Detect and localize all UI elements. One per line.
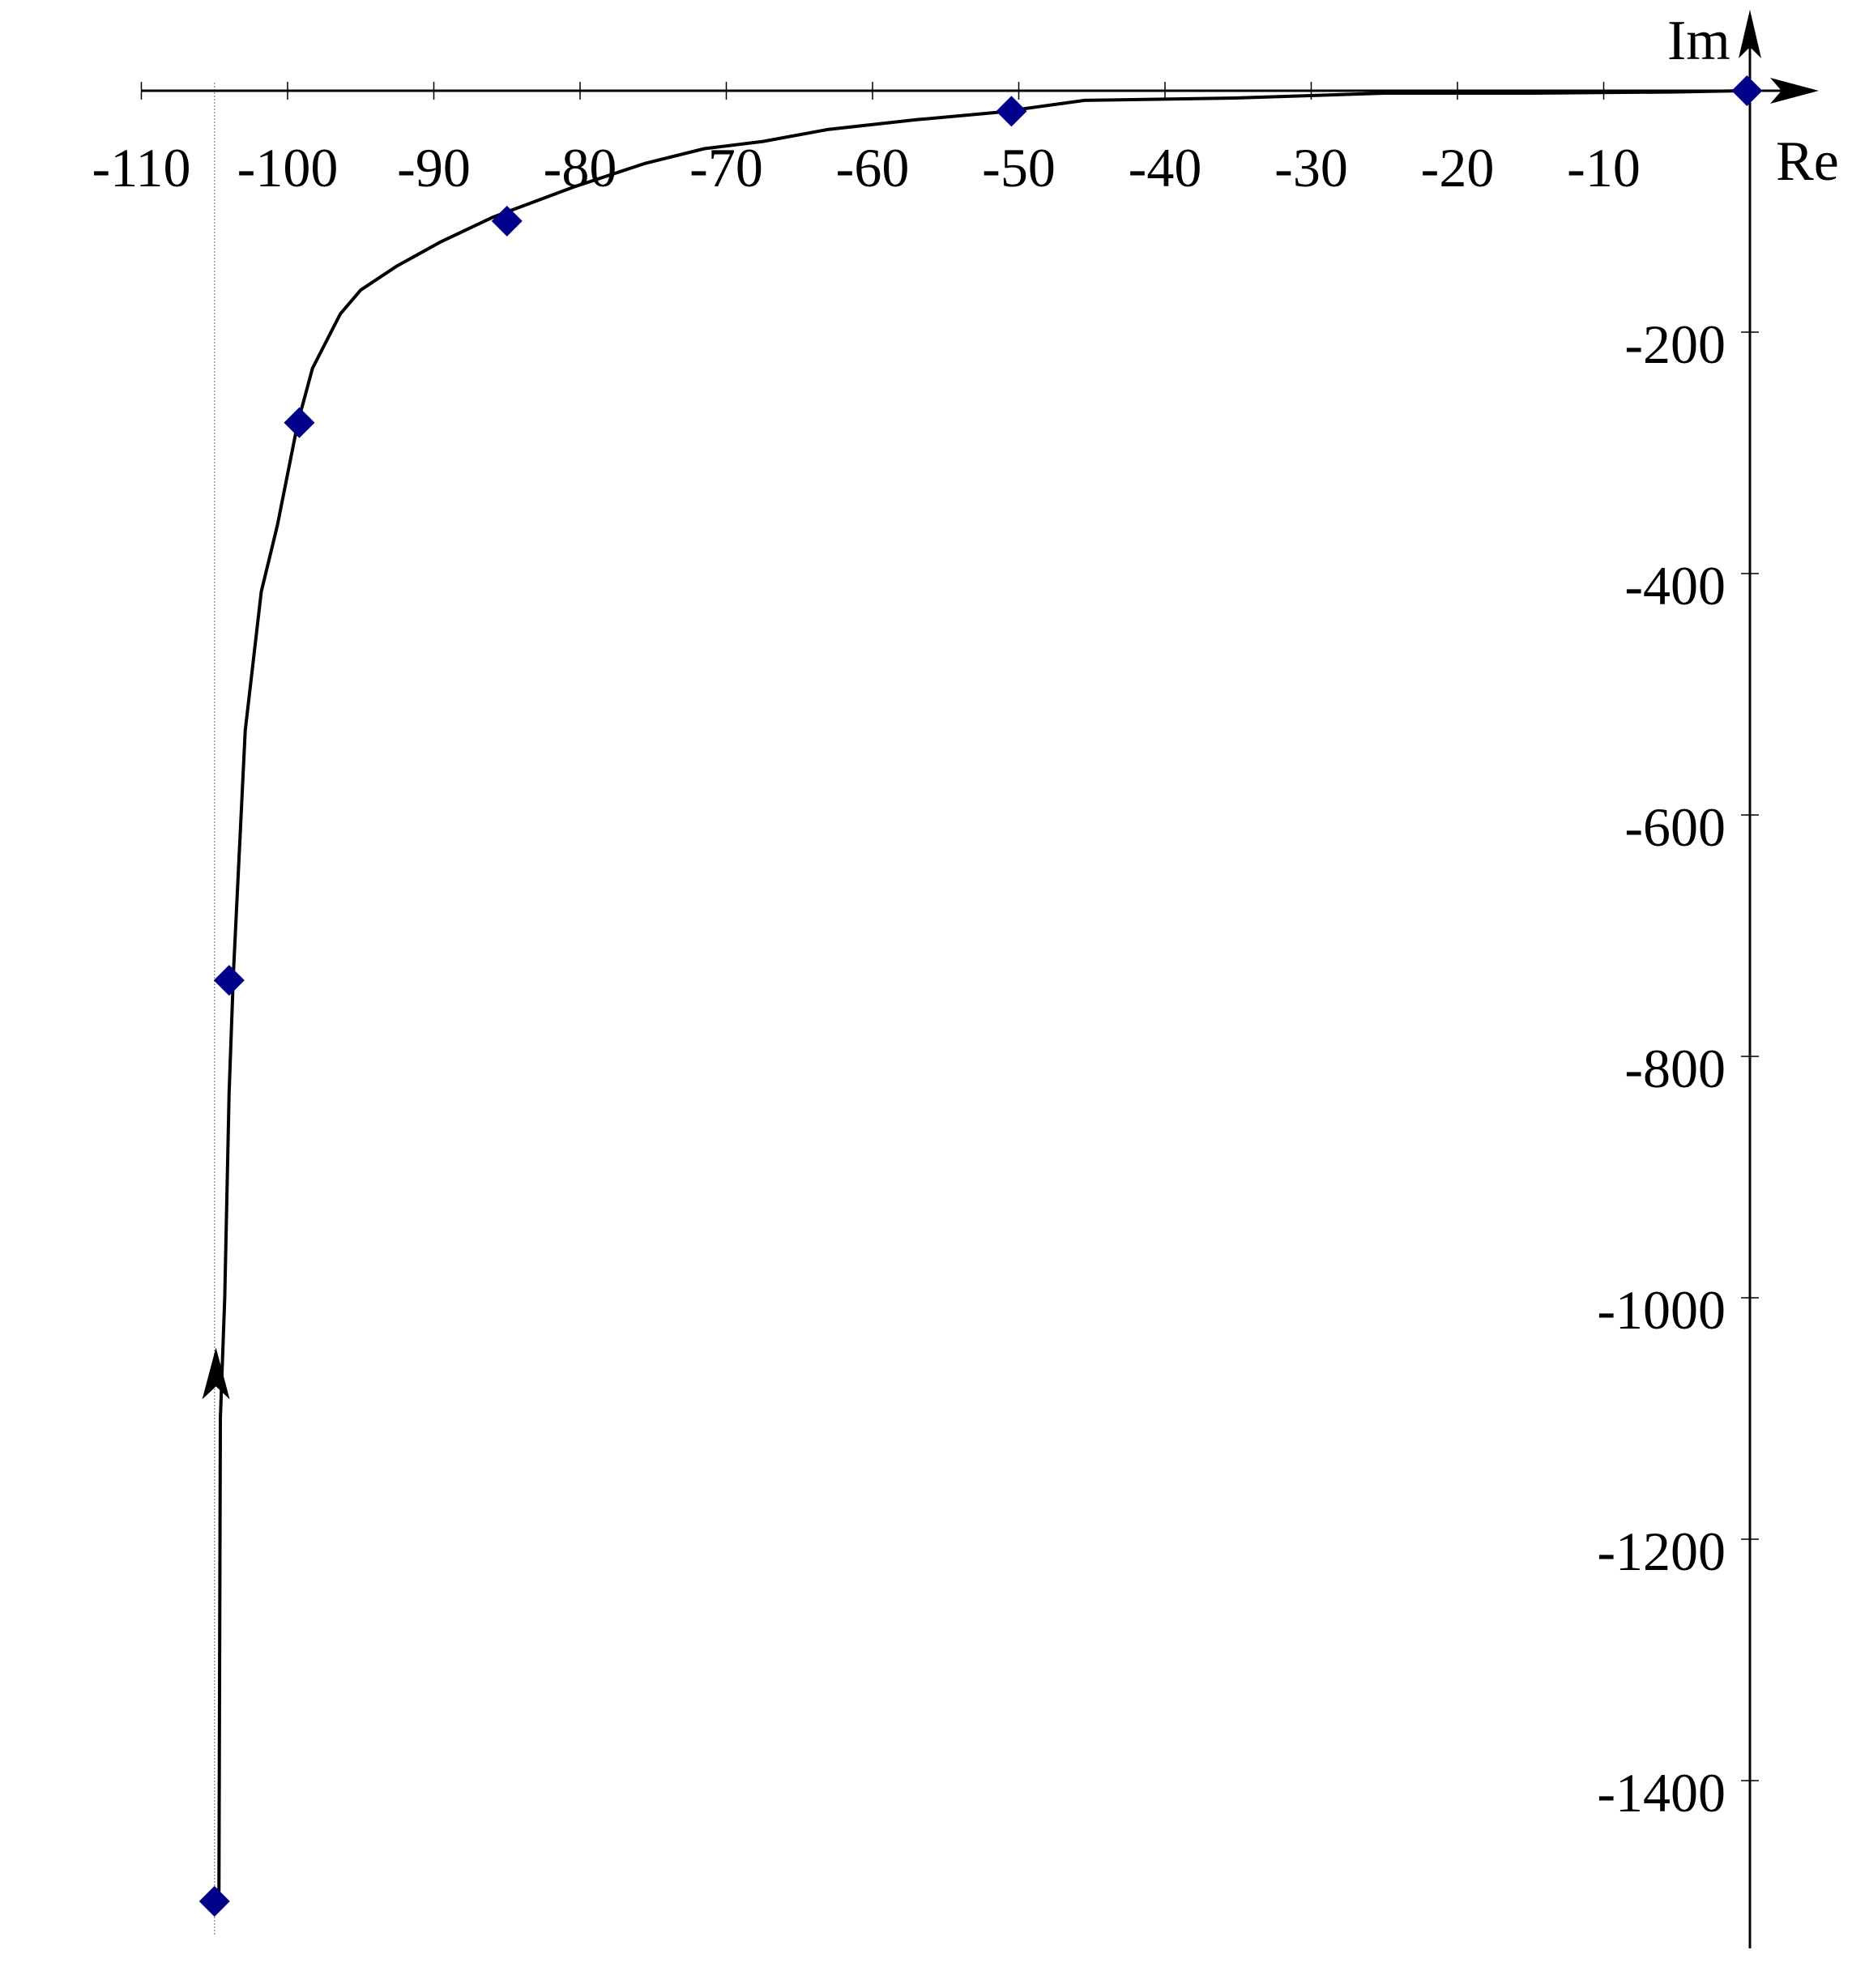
x-axis-label: Re xyxy=(1776,130,1839,193)
x-tick-labels: -110 -100 -90 -80 -70 -60 -50 -40 -30 -20 -10 xyxy=(92,137,1640,198)
x-tick-label: -60 xyxy=(836,137,910,198)
data-point xyxy=(213,965,245,996)
x-tick-label: -10 xyxy=(1567,137,1641,198)
data-point xyxy=(284,407,315,438)
data-point xyxy=(491,205,523,237)
x-tick-label: -80 xyxy=(544,137,617,198)
direction-arrowhead xyxy=(202,1347,230,1400)
y-tick-label: -200 xyxy=(1624,314,1726,375)
y-tick-label: -800 xyxy=(1624,1038,1726,1099)
y-axis-arrowhead xyxy=(1739,10,1761,58)
data-point xyxy=(198,1886,230,1917)
x-tick-label: -50 xyxy=(982,137,1056,198)
y-tick-label: -1400 xyxy=(1597,1762,1726,1824)
y-tick-label: -600 xyxy=(1624,796,1726,858)
x-tick-label: -100 xyxy=(237,137,339,198)
y-ticks xyxy=(1741,331,1759,1781)
x-tick-label: -110 xyxy=(92,137,190,198)
y-tick-labels: -200 -400 -600 -800 -1000 -1200 -1400 xyxy=(1597,314,1726,1824)
y-tick-label: -1200 xyxy=(1597,1521,1726,1582)
x-axis-arrowhead xyxy=(1770,78,1819,104)
x-tick-label: -20 xyxy=(1421,137,1495,198)
y-tick-label: -400 xyxy=(1624,555,1726,616)
x-tick-label: -90 xyxy=(397,137,471,198)
locus-line xyxy=(217,89,1743,1902)
y-axis-label: Im xyxy=(1667,10,1730,72)
series-layer xyxy=(217,89,1743,1902)
data-point xyxy=(1731,75,1763,106)
data-point xyxy=(996,96,1027,127)
x-tick-label: -40 xyxy=(1129,137,1202,198)
x-tick-label: -30 xyxy=(1274,137,1348,198)
marker-layer xyxy=(198,75,1763,1917)
y-tick-label: -1000 xyxy=(1597,1279,1726,1341)
